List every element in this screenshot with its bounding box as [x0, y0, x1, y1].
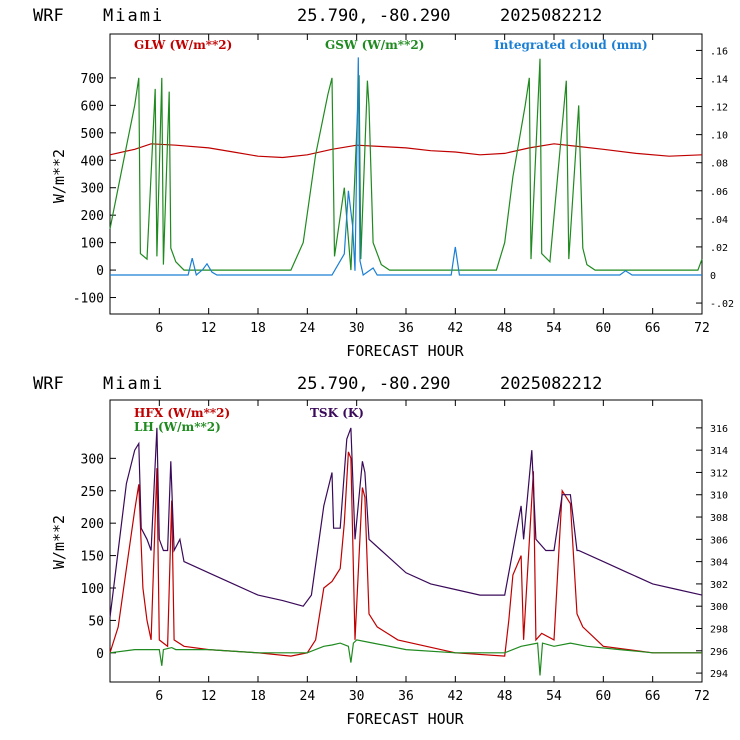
x-tick-label: 24	[300, 689, 316, 704]
panel-fluxes: WRF Miami 25.790, -80.290 2025082212 6 12…	[33, 374, 728, 728]
x-tick-label: 60	[596, 689, 612, 704]
x-tick-label: 36	[398, 689, 414, 704]
y2-tick-label: -.02	[710, 299, 734, 310]
series-line	[109, 427, 703, 618]
legend-entry: Integrated cloud (mm)	[494, 38, 648, 52]
y-tick-label: 0	[96, 264, 104, 279]
series-layer	[109, 57, 703, 277]
y2-tick-label: .06	[710, 187, 728, 198]
x-tick-label: 12	[201, 321, 217, 336]
y2-tick-label: 312	[710, 468, 728, 479]
y2-tick-label: .12	[710, 103, 728, 114]
y-tick-label: 200	[81, 209, 104, 224]
y-tick-label: 400	[81, 154, 104, 169]
series-line	[110, 57, 702, 277]
x-tick-label: 66	[645, 321, 661, 336]
y-tick-label: 500	[81, 127, 104, 142]
x-tick-label: 48	[497, 321, 513, 336]
legend-entry: GLW (W/m**2)	[134, 38, 232, 52]
series-layer	[109, 427, 703, 676]
series-line	[109, 58, 703, 271]
y2-tick-label: .04	[710, 215, 728, 226]
x-tick-label: 6	[155, 689, 163, 704]
y-tick-label: 250	[81, 485, 104, 500]
y-tick-label: 600	[81, 99, 104, 114]
header-run: 2025082212	[500, 6, 602, 26]
x-tick-label: 24	[300, 321, 316, 336]
y-tick-label: 100	[81, 582, 104, 597]
x-tick-label: 66	[645, 689, 661, 704]
x-tick-label: 72	[694, 689, 710, 704]
series-line	[109, 143, 703, 159]
x-tick-label: 18	[250, 689, 266, 704]
legend-entry: TSK (K)	[310, 406, 364, 420]
header-model: WRF	[33, 374, 64, 394]
header-coords: 25.790, -80.290	[297, 6, 451, 26]
y-tick-label: 100	[81, 237, 104, 252]
x-tick-label: 30	[349, 689, 365, 704]
y-tick-label: 150	[81, 550, 104, 565]
legend-entry: LH (W/m**2)	[134, 420, 221, 434]
plot-frame	[109, 33, 703, 315]
x-tick-label: 60	[596, 321, 612, 336]
header-site: Miami	[103, 374, 164, 394]
y2-tick-label: .08	[710, 159, 728, 170]
y2-tick-label: 314	[710, 446, 728, 457]
y2-tick-label: .14	[710, 74, 728, 85]
panel-radiation: WRF Miami 25.790, -80.290 2025082212 6 12…	[33, 6, 734, 360]
series-line	[109, 639, 702, 676]
x-tick-label: 42	[448, 321, 464, 336]
y-tick-label: -100	[73, 292, 104, 307]
y-tick-label: 700	[81, 72, 104, 87]
x-axis-label: FORECAST HOUR	[346, 710, 464, 728]
y2-tick-label: 308	[710, 513, 728, 524]
x-tick-label: 18	[250, 321, 266, 336]
y-tick-label: 0	[96, 647, 104, 662]
x-tick-label: 54	[546, 689, 562, 704]
header-run: 2025082212	[500, 374, 602, 394]
y-tick-label: 200	[81, 517, 104, 532]
series-line	[109, 451, 702, 657]
x-tick-label: 72	[694, 321, 710, 336]
y2-tick-label: 316	[710, 424, 728, 435]
y-tick-label: 300	[81, 182, 104, 197]
header-site: Miami	[103, 6, 164, 26]
tick-layer: 6 12 18 24 30 36 42 48 54 60 66 72 -100 0 100 200 300 400…	[73, 34, 734, 336]
y2-tick-label: 304	[710, 558, 728, 569]
legend-entry: GSW (W/m**2)	[325, 38, 424, 52]
y2-tick-label: 296	[710, 647, 728, 658]
y2-tick-label: 0	[710, 271, 716, 282]
y2-tick-label: 306	[710, 535, 728, 546]
x-tick-label: 54	[546, 321, 562, 336]
y2-tick-label: .16	[710, 46, 728, 57]
x-tick-label: 48	[497, 689, 513, 704]
x-tick-label: 30	[349, 321, 365, 336]
y-tick-label: 50	[88, 614, 104, 629]
y2-tick-label: .02	[710, 243, 728, 254]
x-axis-label: FORECAST HOUR	[346, 342, 464, 360]
x-tick-label: 36	[398, 321, 414, 336]
tick-layer: 6 12 18 24 30 36 42 48 54 60 66 72 0 50 100 150 200 250 30…	[81, 400, 728, 704]
x-tick-label: 12	[201, 689, 217, 704]
legend-entry: HFX (W/m**2)	[134, 406, 230, 420]
y2-tick-label: 300	[710, 602, 728, 613]
y2-tick-label: .10	[710, 131, 728, 142]
plot-frame	[109, 399, 703, 683]
x-tick-label: 6	[155, 321, 163, 336]
y2-tick-label: 298	[710, 624, 728, 635]
y-axis-label: W/m**2	[50, 515, 68, 569]
y2-tick-label: 310	[710, 491, 728, 502]
header-model: WRF	[33, 6, 64, 26]
x-tick-label: 42	[448, 689, 464, 704]
y2-tick-label: 294	[710, 669, 728, 680]
header-coords: 25.790, -80.290	[297, 374, 451, 394]
y-axis-label: W/m**2	[50, 149, 68, 203]
y-tick-label: 300	[81, 452, 104, 467]
y2-tick-label: 302	[710, 580, 728, 591]
